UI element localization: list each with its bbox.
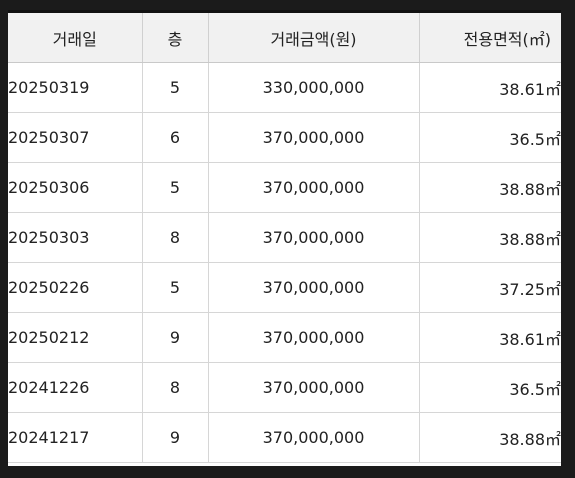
cell-area: 38.88㎡: [419, 412, 561, 463]
cell-floor: 9: [142, 312, 209, 363]
table-row: 20250307 6 370,000,000 36.5㎡: [8, 112, 561, 163]
cell-price: 370,000,000: [208, 112, 420, 163]
cell-area: 38.61㎡: [419, 62, 561, 113]
table-row: 20241226 8 370,000,000 36.5㎡: [8, 362, 561, 413]
cell-date: 20250303: [8, 212, 143, 263]
cell-price: 330,000,000: [208, 62, 420, 113]
table-row: 20250303 8 370,000,000 38.88㎡: [8, 212, 561, 263]
table-header-row: 거래일 층 거래금액(원) 전용면적(㎡): [8, 10, 561, 63]
cell-floor: 5: [142, 62, 209, 113]
table-row: 20250212 9 370,000,000 38.61㎡: [8, 312, 561, 363]
table-row: 20250226 5 370,000,000 37.25㎡: [8, 262, 561, 313]
cell-date: 20250307: [8, 112, 143, 163]
cell-date: 20250319: [8, 62, 143, 113]
cell-date: 20241226: [8, 362, 143, 413]
transactions-table: 거래일 층 거래금액(원) 전용면적(㎡) 20250319 5 330,000…: [8, 10, 561, 463]
column-header-area: 전용면적(㎡): [419, 10, 561, 63]
cell-area: 37.25㎡: [419, 262, 561, 313]
cell-price: 370,000,000: [208, 162, 420, 213]
cell-date: 20250306: [8, 162, 143, 213]
cell-price: 370,000,000: [208, 212, 420, 263]
cell-area: 38.61㎡: [419, 312, 561, 363]
cell-floor: 8: [142, 212, 209, 263]
column-header-date: 거래일: [8, 10, 143, 63]
table-row: 20250319 5 330,000,000 38.61㎡: [8, 62, 561, 113]
cell-date: 20250212: [8, 312, 143, 363]
table-row: 20241217 9 370,000,000 38.88㎡: [8, 412, 561, 463]
cell-area: 36.5㎡: [419, 362, 561, 413]
cell-floor: 8: [142, 362, 209, 413]
cell-floor: 9: [142, 412, 209, 463]
column-header-floor: 층: [142, 10, 209, 63]
cell-date: 20250226: [8, 262, 143, 313]
cell-area: 38.88㎡: [419, 162, 561, 213]
cell-floor: 5: [142, 262, 209, 313]
cell-price: 370,000,000: [208, 412, 420, 463]
cell-price: 370,000,000: [208, 312, 420, 363]
cell-area: 36.5㎡: [419, 112, 561, 163]
cell-date: 20241217: [8, 412, 143, 463]
cell-floor: 6: [142, 112, 209, 163]
transactions-panel: 거래일 층 거래금액(원) 전용면적(㎡) 20250319 5 330,000…: [8, 10, 561, 466]
table-row: 20250306 5 370,000,000 38.88㎡: [8, 162, 561, 213]
cell-price: 370,000,000: [208, 362, 420, 413]
cell-price: 370,000,000: [208, 262, 420, 313]
column-header-price: 거래금액(원): [208, 10, 420, 63]
cell-area: 38.88㎡: [419, 212, 561, 263]
cell-floor: 5: [142, 162, 209, 213]
